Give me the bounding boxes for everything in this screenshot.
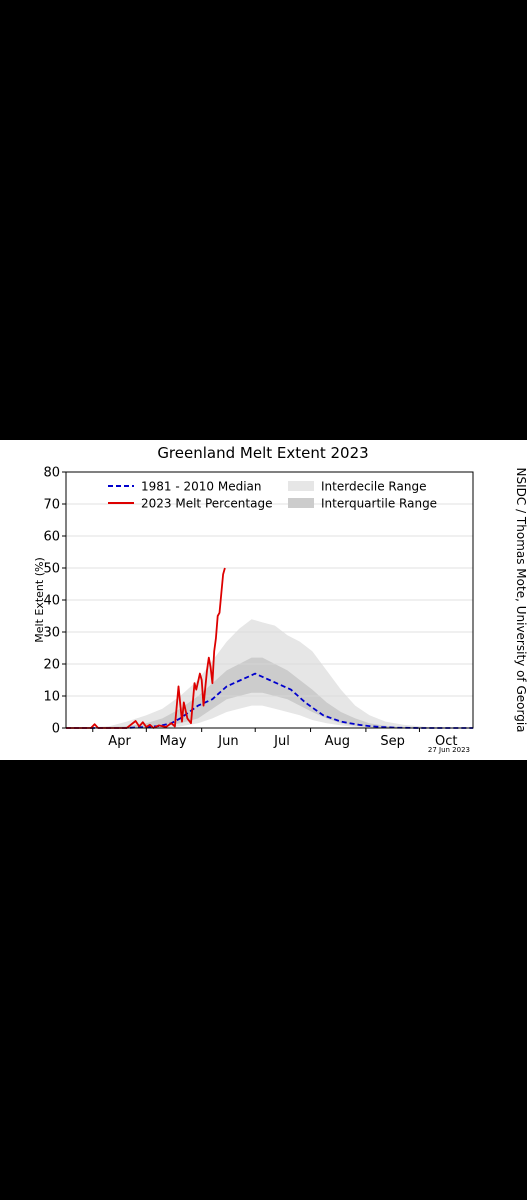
median-line <box>66 672 473 729</box>
legend-interquartile-label: Interquartile Range <box>321 497 437 511</box>
legend-2023-label: 2023 Melt Percentage <box>141 497 272 511</box>
plot-frame <box>65 471 474 729</box>
y-tick-label: 70 <box>43 498 60 513</box>
x-tick-label: May <box>160 734 187 749</box>
y-axis-label: Melt Extent (%) <box>33 557 46 642</box>
x-tick-label: Jul <box>273 734 290 749</box>
y-tick-label: 50 <box>43 562 60 577</box>
y-tick-label: 0 <box>52 722 60 737</box>
y-tick-label: 80 <box>43 466 60 481</box>
chart-title: Greenland Melt Extent 2023 <box>157 444 368 462</box>
date-stamp: 27 Jun 2023 <box>428 746 470 754</box>
x-tick-label: Sep <box>380 734 405 749</box>
melt-extent-chart: Greenland Melt Extent 2023 Melt Extent (… <box>33 444 527 754</box>
y-tick-label: 40 <box>43 594 60 609</box>
x-tick-label: Apr <box>108 734 131 749</box>
melt-2023-line <box>66 567 226 729</box>
legend-median-label: 1981 - 2010 Median <box>141 480 262 494</box>
y-tick-label: 20 <box>43 658 60 673</box>
x-tick-label: Oct <box>435 734 457 749</box>
y-tick-label: 30 <box>43 626 60 641</box>
legend: 1981 - 2010 Median 2023 Melt Percentage In… <box>108 480 437 511</box>
x-tick-label: Aug <box>325 734 350 749</box>
interquartile-range-band <box>66 657 473 728</box>
legend-interdecile-swatch <box>288 481 314 491</box>
y-tick-label: 10 <box>43 690 60 705</box>
legend-interdecile-label: Interdecile Range <box>321 480 426 494</box>
x-tick-label: Jun <box>217 734 238 749</box>
y-tick-label: 60 <box>43 530 60 545</box>
legend-interquartile-swatch <box>288 498 314 508</box>
chart-panel: Greenland Melt Extent 2023 Melt Extent (… <box>0 440 527 760</box>
credit-text: NSIDC / Thomas Mote, University of Georg… <box>514 467 527 732</box>
